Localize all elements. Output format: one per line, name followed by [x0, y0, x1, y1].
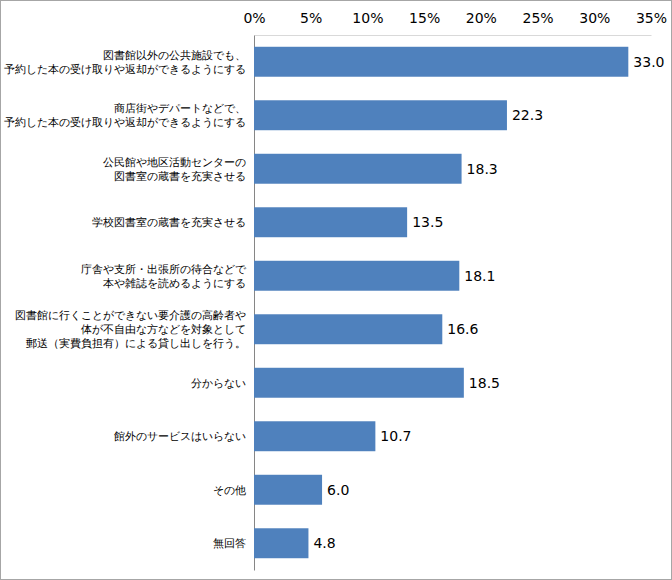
x-tick: 10% [352, 10, 383, 35]
bar [254, 475, 322, 505]
y-tick-label-line: 体が不自由な方などを対象として [81, 323, 246, 336]
y-tick-label-line: 学校図書室の蔵書を充実させる [92, 216, 246, 229]
y-axis: 図書館以外の公共施設でも、予約した本の受け取りや返却ができるようにする商店街やデ… [4, 36, 255, 571]
bar [254, 314, 442, 344]
x-tick-label: 20% [466, 10, 497, 26]
x-tick: 25% [523, 10, 554, 35]
y-tick: 図書館以外の公共施設でも、予約した本の受け取りや返却ができるようにする [4, 49, 254, 76]
y-tick-label: その他 [213, 484, 246, 497]
x-tick: 30% [579, 10, 610, 35]
y-tick: 館外のサービスはいらない [114, 430, 254, 443]
y-tick-label-line: 図書館以外の公共施設でも、 [103, 49, 246, 62]
x-tick-label: 5% [300, 10, 322, 26]
data-label: 22.3 [512, 107, 543, 123]
data-labels: 33.0 22.3 18.3 13.5 18.1 16.6 18.5 10.7 6.0 4.8 [313, 54, 664, 552]
x-axis: 0% 5% 10% 15% 20% 25% 30% 35% [243, 10, 667, 36]
y-tick-label: 庁舎や支所・出張所の待合などで本や雑誌を読めるようにする [81, 263, 247, 290]
y-tick-label: 無回答 [213, 537, 246, 550]
x-tick: 0% [243, 10, 265, 35]
y-tick: 学校図書室の蔵書を充実させる [92, 216, 254, 229]
y-tick-label-line: 公民館や地区活動センターの [103, 156, 246, 169]
y-tick-label-line: 分からない [191, 377, 246, 390]
x-tick-label: 25% [523, 10, 554, 26]
y-tick-label-line: 郵送（実費負担有）による貸し出しを行う。 [26, 337, 246, 350]
y-tick-label-line: 本や雑誌を読めるようにする [103, 277, 246, 290]
data-label: 18.3 [467, 161, 498, 177]
bar [254, 528, 308, 558]
bar [254, 261, 459, 291]
bar [254, 207, 407, 237]
y-tick: 図書館に行くことができない要介護の高齢者や体が不自由な方などを対象として郵送（実… [15, 309, 254, 350]
data-label: 10.7 [380, 428, 411, 444]
x-tick-label: 30% [579, 10, 610, 26]
y-tick-label: 図書館以外の公共施設でも、予約した本の受け取りや返却ができるようにする [4, 49, 246, 76]
bar [254, 100, 507, 130]
x-tick-label: 15% [409, 10, 440, 26]
x-tick-label: 10% [352, 10, 383, 26]
bar [254, 421, 375, 451]
y-tick-label-line: 図書室の蔵書を充実させる [114, 170, 246, 183]
y-tick-label-line: 予約した本の受け取りや返却ができるようにする [4, 63, 246, 76]
y-tick: 公民館や地区活動センターの図書室の蔵書を充実させる [103, 156, 254, 183]
y-tick-label: 館外のサービスはいらない [114, 430, 246, 443]
data-label: 18.5 [469, 375, 500, 391]
y-tick-label: 図書館に行くことができない要介護の高齢者や体が不自由な方などを対象として郵送（実… [15, 309, 246, 350]
y-tick-label-line: 無回答 [213, 537, 246, 550]
y-tick-label-line: 予約した本の受け取りや返却ができるようにする [4, 116, 246, 129]
data-label: 4.8 [313, 535, 335, 551]
plot: 0%5%10%15%20%25%30%35%図書館以外の公共施設でも、予約した本… [4, 10, 667, 571]
y-tick-label: 商店街やデパートなどで、予約した本の受け取りや返却ができるようにする [4, 102, 246, 129]
y-tick-label-line: 館外のサービスはいらない [114, 430, 246, 443]
y-tick: 商店街やデパートなどで、予約した本の受け取りや返却ができるようにする [4, 102, 254, 129]
y-tick-label: 分からない [191, 377, 246, 390]
data-label: 13.5 [412, 214, 443, 230]
y-tick: 分からない [191, 377, 254, 390]
bars [254, 47, 628, 558]
data-label: 33.0 [633, 54, 664, 70]
data-label: 16.6 [447, 321, 478, 337]
y-tick-label-line: 商店街やデパートなどで、 [114, 102, 246, 115]
x-axis-line [255, 35, 652, 36]
y-tick-label-line: 庁舎や支所・出張所の待合などで [81, 263, 247, 276]
x-tick: 15% [409, 10, 440, 35]
y-tick-label-line: 図書館に行くことができない要介護の高齢者や [15, 309, 246, 322]
y-tick-label: 公民館や地区活動センターの図書室の蔵書を充実させる [103, 156, 246, 183]
x-tick: 35% [636, 10, 667, 35]
data-label: 6.0 [327, 482, 349, 498]
y-tick: その他 [213, 484, 254, 497]
chart: 0%5%10%15%20%25%30%35%図書館以外の公共施設でも、予約した本… [0, 0, 672, 580]
bar [254, 154, 462, 184]
x-tick: 5% [300, 10, 322, 35]
y-tick-label: 学校図書室の蔵書を充実させる [92, 216, 246, 229]
y-tick: 庁舎や支所・出張所の待合などで本や雑誌を読めるようにする [81, 263, 254, 290]
x-tick-label: 0% [243, 10, 265, 26]
data-label: 18.1 [464, 268, 495, 284]
bar [254, 47, 628, 77]
bar [254, 368, 464, 398]
frame [1, 1, 672, 580]
x-tick: 20% [466, 10, 497, 35]
y-tick-label-line: その他 [213, 484, 246, 497]
y-tick: 無回答 [213, 537, 254, 550]
x-tick-label: 35% [636, 10, 667, 26]
